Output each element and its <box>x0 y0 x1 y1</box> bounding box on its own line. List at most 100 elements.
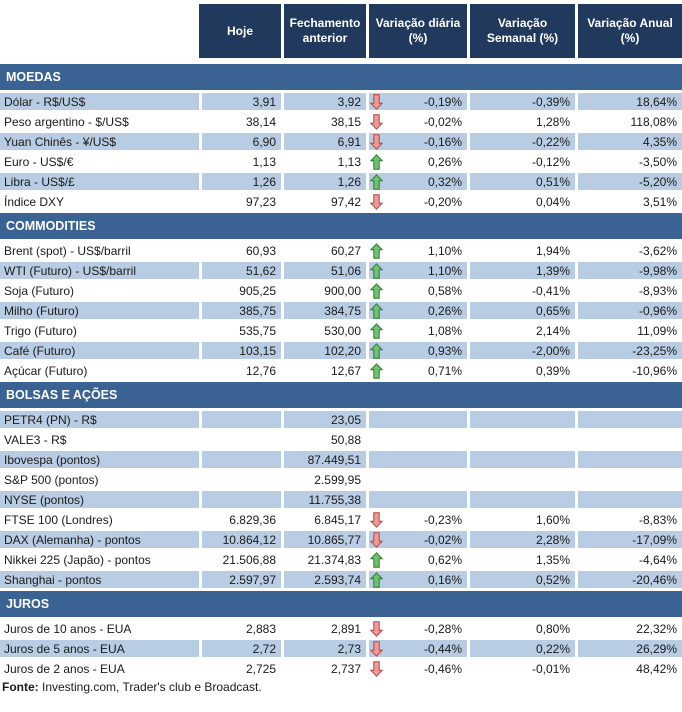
var-diaria-value: -0,46% <box>423 661 462 676</box>
var-diaria-value: -0,23% <box>423 512 462 527</box>
trend-arrow-slot <box>370 242 383 259</box>
fechamento-value: 530,00 <box>281 322 366 339</box>
var-semanal-value: -0,39% <box>467 93 575 110</box>
var-semanal-value: 1,28% <box>467 113 575 130</box>
var-diaria-cell <box>366 411 467 428</box>
var-semanal-value: 2,14% <box>467 322 575 339</box>
down-arrow-icon <box>370 511 383 528</box>
var-semanal-value: -0,22% <box>467 133 575 150</box>
section-header-bar: JUROS <box>0 591 682 617</box>
down-arrow-icon <box>370 660 383 677</box>
var-semanal-value <box>467 431 575 448</box>
hoje-value <box>199 411 281 428</box>
trend-arrow-slot <box>370 660 383 677</box>
up-arrow-icon <box>370 571 383 588</box>
fechamento-value: 21.374,83 <box>281 551 366 568</box>
table-row: Índice DXY 97,23 97,42 -0,20% 0,04% 3,51… <box>0 193 682 210</box>
row-label: PETR4 (PN) - R$ <box>0 411 199 428</box>
table-row: Soja (Futuro) 905,25 900,00 0,58% -0,41%… <box>0 282 682 299</box>
hoje-value: 385,75 <box>199 302 281 319</box>
row-label: Shanghai - pontos <box>0 571 199 588</box>
row-label: WTI (Futuro) - US$/barril <box>0 262 199 279</box>
var-diaria-value: -0,16% <box>423 134 462 149</box>
row-label: Libra - US$/£ <box>0 173 199 190</box>
table-row: Peso argentino - $/US$ 38,14 38,15 -0,02… <box>0 113 682 130</box>
var-diaria-cell: -0,23% <box>366 511 467 528</box>
source-label: Fonte: <box>2 680 39 694</box>
row-label: Açúcar (Futuro) <box>4 363 88 378</box>
var-semanal-value: 0,39% <box>467 362 575 379</box>
row-label: Juros de 5 anos - EUA <box>0 640 199 657</box>
fechamento-value: 51,06 <box>281 262 366 279</box>
hoje-value: 10.864,12 <box>199 531 281 548</box>
table-row: Trigo (Futuro) 535,75 530,00 1,08% 2,14%… <box>0 322 682 339</box>
fechamento-value: 23,05 <box>281 411 366 428</box>
var-anual-value: -3,62% <box>575 242 682 259</box>
row-label: FTSE 100 (Londres) <box>4 512 113 527</box>
var-diaria-cell: 0,58% <box>366 282 467 299</box>
var-semanal-value <box>467 451 575 468</box>
hoje-value <box>199 451 281 468</box>
var-diaria-cell: -0,28% <box>366 620 467 637</box>
var-diaria-cell: 0,26% <box>366 302 467 319</box>
table-row: S&P 500 (pontos) 2.599,95 <box>0 471 682 488</box>
hoje-value: 2.597,97 <box>199 571 281 588</box>
var-diaria-value: 0,93% <box>427 343 462 358</box>
trend-arrow-slot <box>370 571 383 588</box>
var-diaria-cell: 0,32% <box>366 173 467 190</box>
var-anual-value: 18,64% <box>575 93 682 110</box>
var-diaria-cell: 1,08% <box>366 322 467 339</box>
var-semanal-value: -2,00% <box>467 342 575 359</box>
table-row: Café (Futuro) 103,15 102,20 0,93% -2,00%… <box>0 342 682 359</box>
section-header-bar: MOEDAS <box>0 64 682 90</box>
down-arrow-icon <box>370 640 383 657</box>
fechamento-value: 6,91 <box>281 133 366 150</box>
hoje-value: 3,91 <box>199 93 281 110</box>
section-header-bar: BOLSAS E AÇÕES <box>0 382 682 408</box>
hoje-value: 1,13 <box>199 153 281 170</box>
row-label: Dólar - R$/US$ <box>0 93 199 110</box>
table-row: Açúcar (Futuro) 12,76 12,67 0,71% 0,39% … <box>0 362 682 379</box>
up-arrow-icon <box>370 302 383 319</box>
var-diaria-value: -0,02% <box>423 532 462 547</box>
corner-spacer <box>0 4 199 58</box>
fechamento-value: 2,73 <box>281 640 366 657</box>
var-diaria-value: 0,26% <box>427 154 462 169</box>
table-row: WTI (Futuro) - US$/barril 51,62 51,06 1,… <box>0 262 682 279</box>
fechamento-value: 6.845,17 <box>281 511 366 528</box>
fechamento-value: 384,75 <box>281 302 366 319</box>
fechamento-value: 11.755,38 <box>281 491 366 508</box>
var-diaria-value: 0,58% <box>427 283 462 298</box>
table-row: DAX (Alemanha) - pontos 10.864,12 10.865… <box>0 531 682 548</box>
var-diaria-cell: 1,10% <box>366 262 467 279</box>
var-anual-value: 11,09% <box>575 322 682 339</box>
var-diaria-value: -0,28% <box>423 621 462 636</box>
row-label: Yuan Chinês - ¥/US$ <box>0 133 199 150</box>
table-body: MOEDAS Dólar - R$/US$ 3,91 3,92 -0,19% -… <box>0 64 682 677</box>
var-semanal-value: 1,35% <box>467 551 575 568</box>
trend-arrow-slot <box>370 302 383 319</box>
row-label: Peso argentino - $/US$ <box>4 114 129 129</box>
row-label: Juros de 10 anos - EUA <box>4 621 132 636</box>
table-row: Juros de 10 anos - EUA 2,883 2,891 -0,28… <box>0 620 682 637</box>
down-arrow-icon <box>370 193 383 210</box>
trend-arrow-slot <box>370 93 383 110</box>
var-semanal-value: 0,22% <box>467 640 575 657</box>
hoje-value <box>199 471 281 488</box>
section-rows: Brent (spot) - US$/barril 60,93 60,27 1,… <box>0 242 682 379</box>
table-section: COMMODITIES Brent (spot) - US$/barril 60… <box>0 213 682 379</box>
trend-arrow-slot <box>370 113 383 130</box>
column-header-hoje: Hoje <box>199 4 281 58</box>
column-header-fechamento: Fechamento anterior <box>281 4 366 58</box>
trend-arrow-slot <box>370 551 383 568</box>
row-label: Brent (spot) - US$/barril <box>4 243 131 258</box>
section-rows: Dólar - R$/US$ 3,91 3,92 -0,19% -0,39% 1… <box>0 93 682 210</box>
var-anual-value: -0,96% <box>575 302 682 319</box>
fechamento-value: 1,13 <box>281 153 366 170</box>
fechamento-value: 102,20 <box>281 342 366 359</box>
var-semanal-value: 0,51% <box>467 173 575 190</box>
fechamento-value: 3,92 <box>281 93 366 110</box>
down-arrow-icon <box>370 531 383 548</box>
var-diaria-value: -0,20% <box>423 194 462 209</box>
trend-arrow-slot <box>370 342 383 359</box>
